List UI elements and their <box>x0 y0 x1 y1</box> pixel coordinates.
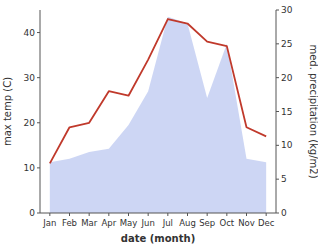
x-tick-label: Jul <box>162 218 173 228</box>
y-tick-label: 30 <box>24 73 36 83</box>
x-axis-label: date (month) <box>121 233 195 244</box>
x-tick <box>108 213 109 216</box>
y2-tick-label: 5 <box>281 174 287 184</box>
y-tick <box>37 213 40 214</box>
y-tick <box>37 77 40 78</box>
y-tick-label: 20 <box>24 118 36 128</box>
y2-tick-label: 20 <box>281 73 293 83</box>
x-tick-label: Jun <box>141 218 155 228</box>
y-tick-label: 10 <box>24 163 36 173</box>
x-tick <box>128 213 129 216</box>
x-tick <box>148 213 149 216</box>
x-tick <box>226 213 227 216</box>
x-tick-label: Jan <box>42 218 56 228</box>
y2-tick <box>276 43 279 44</box>
y2-tick-label: 10 <box>281 140 293 150</box>
y2-tick <box>276 10 279 11</box>
y2-tick <box>276 213 279 214</box>
y2-tick <box>276 179 279 180</box>
y-tick <box>37 32 40 33</box>
y-tick-label: 0 <box>29 208 35 218</box>
y-axis <box>40 10 41 213</box>
precip-area <box>50 17 266 213</box>
y2-tick-label: 30 <box>281 5 293 15</box>
y2-tick-label: 25 <box>281 39 292 49</box>
plot-area <box>50 17 266 213</box>
chart: 0 10 20 30 40 0 5 10 15 20 25 30 Jan Feb MarApr MayJun J… <box>0 0 318 247</box>
x-tick-label: Apr <box>101 218 116 228</box>
y2-tick-label: 15 <box>281 107 292 117</box>
y2-tick <box>276 111 279 112</box>
x-tick <box>167 213 168 216</box>
y2-tick-label: 0 <box>281 208 287 218</box>
y2-tick <box>276 145 279 146</box>
y2-axis-label: med. precipitation (kg/m2) <box>308 44 318 178</box>
x-tick-label: Nov <box>238 218 255 228</box>
x-tick-label: Dec <box>258 218 275 228</box>
y-tick <box>37 122 40 123</box>
y-axis-label: max temp (C) <box>2 77 13 146</box>
y2-tick <box>276 77 279 78</box>
x-axis <box>40 213 276 214</box>
y-tick-label: 40 <box>24 28 36 38</box>
temp-line <box>50 19 266 163</box>
x-tick <box>207 213 208 216</box>
x-tick-label: Oct <box>219 218 234 228</box>
x-tick <box>266 213 267 216</box>
x-tick-label: Sep <box>199 218 215 228</box>
y-tick <box>37 167 40 168</box>
x-tick <box>246 213 247 216</box>
x-tick <box>187 213 188 216</box>
x-tick <box>89 213 90 216</box>
x-tick-label: Feb <box>62 218 77 228</box>
x-tick-label: Mar <box>81 218 98 228</box>
x-tick-label: Aug <box>179 218 196 228</box>
x-tick <box>49 213 50 216</box>
x-tick-label: May <box>120 218 138 228</box>
x-tick <box>69 213 70 216</box>
